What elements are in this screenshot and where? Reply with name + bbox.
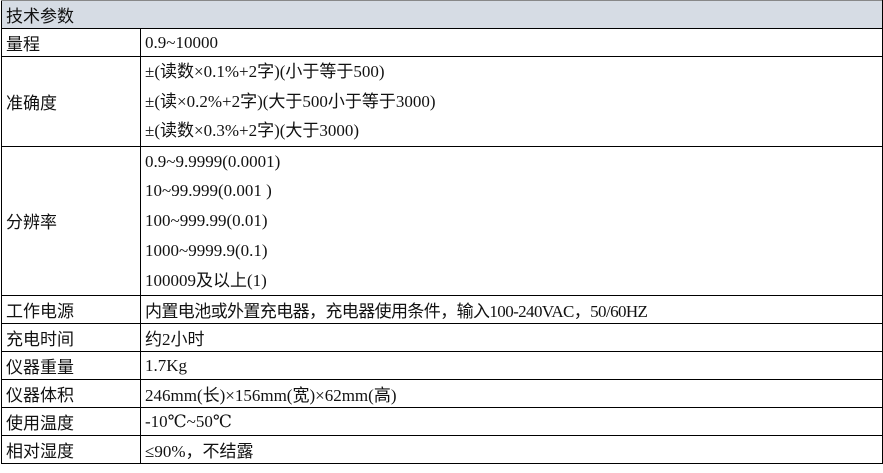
table-row: 相对湿度 ≤90%，不结露	[1, 435, 883, 465]
value-line: 1000~9999.9(0.1)	[145, 240, 268, 260]
value-line: ±(读数×0.1%+2字)(小于等于500)	[145, 62, 385, 81]
row-value: 1.7Kg	[140, 351, 883, 381]
table-row: 仪器重量 1.7Kg	[1, 351, 883, 381]
table-row: 仪器体积 246mm(长)×156mm(宽)×62mm(高)	[1, 379, 883, 409]
row-label: 充电时间	[1, 323, 141, 353]
table-row: 准确度 ±(读数×0.1%+2字)(小于等于500) ±(读×0.2%+2字)(…	[1, 56, 883, 147]
row-label: 使用温度	[1, 407, 141, 437]
row-value: -10℃~50℃	[140, 407, 883, 437]
table-row: 分辨率 0.9~9.9999(0.0001) 10~99.999(0.001 )…	[1, 145, 883, 297]
row-label: 分辨率	[1, 145, 141, 297]
row-label: 工作电源	[1, 295, 141, 325]
table-row: 工作电源 内置电池或外置充电器，充电器使用条件，输入100-240VAC，50/6…	[1, 295, 883, 325]
row-value: 0.9~9.9999(0.0001) 10~99.999(0.001 ) 100…	[140, 145, 883, 297]
row-value: ≤90%，不结露	[140, 435, 883, 465]
table-row: 量程 0.9~10000	[1, 28, 883, 57]
row-label: 仪器重量	[1, 351, 141, 381]
value-line: 10~99.999(0.001 )	[145, 181, 272, 201]
row-value: 246mm(长)×156mm(宽)×62mm(高)	[140, 379, 883, 409]
row-label: 准确度	[1, 56, 141, 147]
table-header: 技术参数	[1, 0, 883, 29]
row-label: 仪器体积	[1, 379, 141, 409]
row-label: 相对湿度	[1, 435, 141, 465]
row-value: 0.9~10000	[140, 28, 883, 57]
value-line: 0.9~9.9999(0.0001)	[145, 151, 281, 171]
value-line: 100~999.99(0.01)	[145, 211, 268, 231]
row-value: ±(读数×0.1%+2字)(小于等于500) ±(读×0.2%+2字)(大于50…	[140, 56, 883, 147]
value-line: ±(读数×0.3%+2字)(大于3000)	[145, 121, 360, 140]
value-line: 100009及以上(1)	[145, 270, 267, 290]
row-value: 内置电池或外置充电器，充电器使用条件，输入100-240VAC，50/60HZ	[140, 295, 883, 325]
table-row: 使用温度 -10℃~50℃	[1, 407, 883, 437]
row-value: 约2小时	[140, 323, 883, 353]
value-line: ±(读×0.2%+2字)(大于500小于等于3000)	[145, 91, 436, 111]
table-row: 充电时间 约2小时	[1, 323, 883, 353]
row-label: 量程	[1, 28, 141, 57]
